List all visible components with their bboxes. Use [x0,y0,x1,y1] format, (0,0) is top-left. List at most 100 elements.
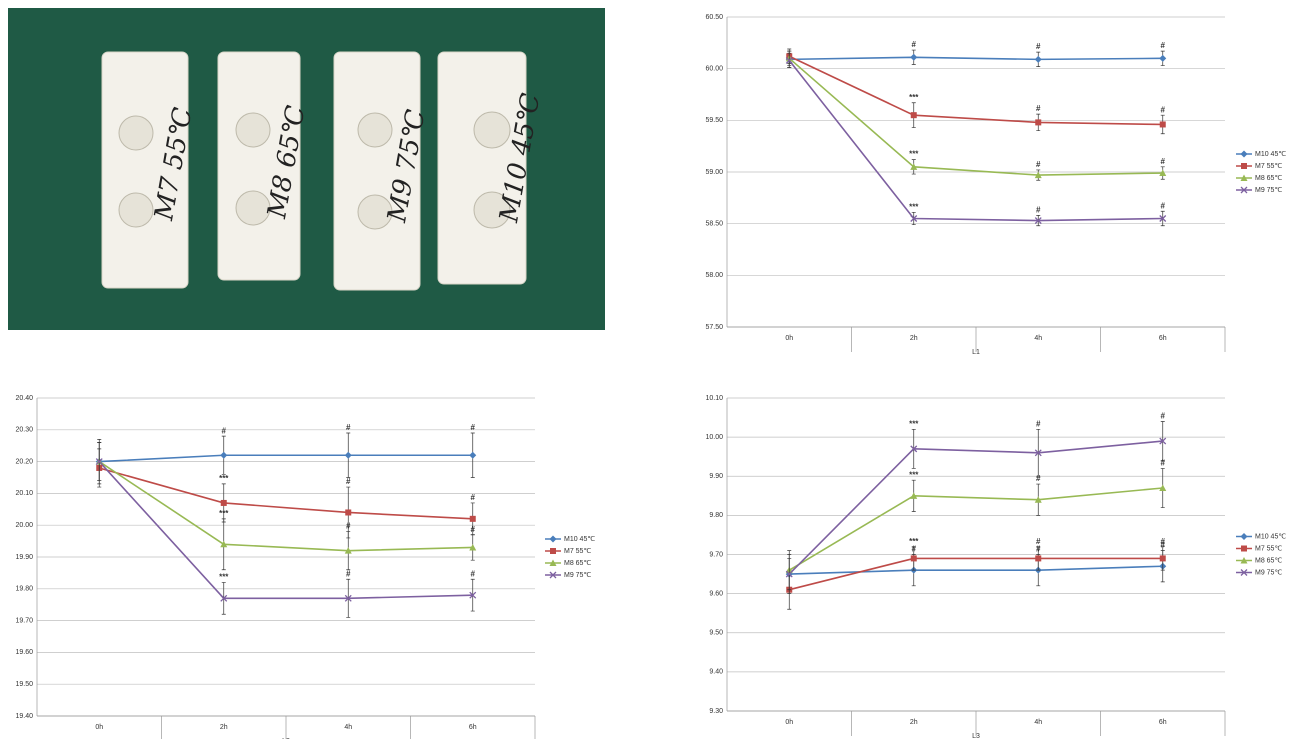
y-tick-label: 9.90 [709,473,723,480]
x-axis-label: L3 [972,733,980,739]
x-tick-label: 0h [95,724,103,731]
significance-label: # [222,426,227,435]
hole [119,193,153,227]
significance-label: # [1161,105,1166,114]
marker [1160,121,1166,127]
x-tick-label: 6h [469,724,477,731]
series-line [789,56,1163,124]
significance-label: *** [909,537,919,546]
significance-label: # [1036,206,1041,215]
marker [1035,119,1041,125]
hole [119,116,153,150]
legend-label: M9 75℃ [1255,187,1282,194]
marker [1035,56,1042,63]
x-tick-label: 0h [785,719,793,726]
y-tick-label: 20.00 [15,522,33,529]
y-tick-label: 59.00 [705,169,723,176]
y-tick-label: 9.30 [709,708,723,715]
y-tick-label: 19.40 [15,713,33,720]
significance-label: *** [909,419,919,428]
x-tick-label: 4h [1034,335,1042,342]
y-tick-label: 20.20 [15,458,33,465]
significance-label: # [346,477,351,486]
legend-label: M9 75℃ [1255,569,1282,576]
legend-label: M10 45℃ [1255,533,1286,540]
y-tick-label: 59.50 [705,117,723,124]
legend-marker [550,536,557,543]
legend-marker [1241,163,1247,169]
y-tick-label: 9.50 [709,630,723,637]
marker [345,452,352,459]
legend-label: M7 55℃ [564,548,591,555]
y-tick-label: 19.60 [15,649,33,656]
y-tick-label: 20.10 [15,490,33,497]
significance-label: *** [909,202,919,211]
x-tick-label: 4h [344,724,352,731]
y-tick-label: 60.00 [705,66,723,73]
series-line [789,57,1163,59]
marker [469,452,476,459]
y-tick-label: 10.00 [705,434,723,441]
legend-label: M8 65℃ [564,560,591,567]
marker [470,516,476,522]
significance-label: *** [909,93,919,102]
legend-marker [550,548,556,554]
legend-marker [1241,533,1248,540]
y-tick-label: 9.60 [709,590,723,597]
series-line [99,455,473,461]
x-tick-label: 2h [220,724,228,731]
significance-label: # [471,493,476,502]
y-tick-label: 58.00 [705,272,723,279]
significance-label: # [1161,537,1166,546]
significance-label: # [1161,157,1166,166]
marker [1159,55,1166,62]
y-tick-label: 10.10 [705,395,723,402]
y-tick-label: 58.50 [705,221,723,228]
significance-label: *** [219,474,229,483]
significance-label: # [912,40,917,49]
significance-label: *** [909,150,919,159]
series-line [789,558,1163,589]
legend-marker [1241,546,1247,552]
significance-label: # [471,525,476,534]
legend-label: M8 65℃ [1255,175,1282,182]
y-tick-label: 19.90 [15,554,33,561]
y-tick-label: 9.40 [709,669,723,676]
legend-label: M8 65℃ [1255,557,1282,564]
significance-label: # [1036,104,1041,113]
x-tick-label: 6h [1159,335,1167,342]
line-chart: 9.30 9.40 9.50 9.60 9.70 9.80 9.90 10.00 10.10 0h… [705,395,1286,739]
y-tick-label: 57.50 [705,324,723,331]
y-tick-label: 9.70 [709,551,723,558]
figure: M7 55℃ M8 65℃ M9 75℃ M10 45℃ 57.50 58.00 5… [0,0,1291,739]
significance-label: # [1161,201,1166,210]
significance-label: *** [909,470,919,479]
series-line [789,58,1163,175]
hole [236,113,270,147]
legend-label: M9 75℃ [564,572,591,579]
marker [221,500,227,506]
legend-marker [1241,151,1248,158]
significance-label: # [346,569,351,578]
x-tick-label: 2h [910,719,918,726]
marker [910,54,917,61]
legend-label: M10 45℃ [564,536,595,543]
marker [220,452,227,459]
significance-label: # [471,423,476,432]
series-line [789,60,1163,220]
y-tick-label: 19.70 [15,617,33,624]
significance-label: # [1036,537,1041,546]
y-tick-label: 9.80 [709,512,723,519]
hole [474,112,510,148]
series-line [99,462,473,551]
legend-label: M7 55℃ [1255,163,1282,170]
marker [911,555,917,561]
photo: M7 55℃ M8 65℃ M9 75℃ M10 45℃ [8,8,605,330]
significance-label: *** [219,573,229,582]
significance-label: # [1036,419,1041,428]
series-line [789,441,1163,574]
series-line [99,462,473,599]
significance-label: *** [219,509,229,518]
hole [358,113,392,147]
significance-label: # [1036,42,1041,51]
